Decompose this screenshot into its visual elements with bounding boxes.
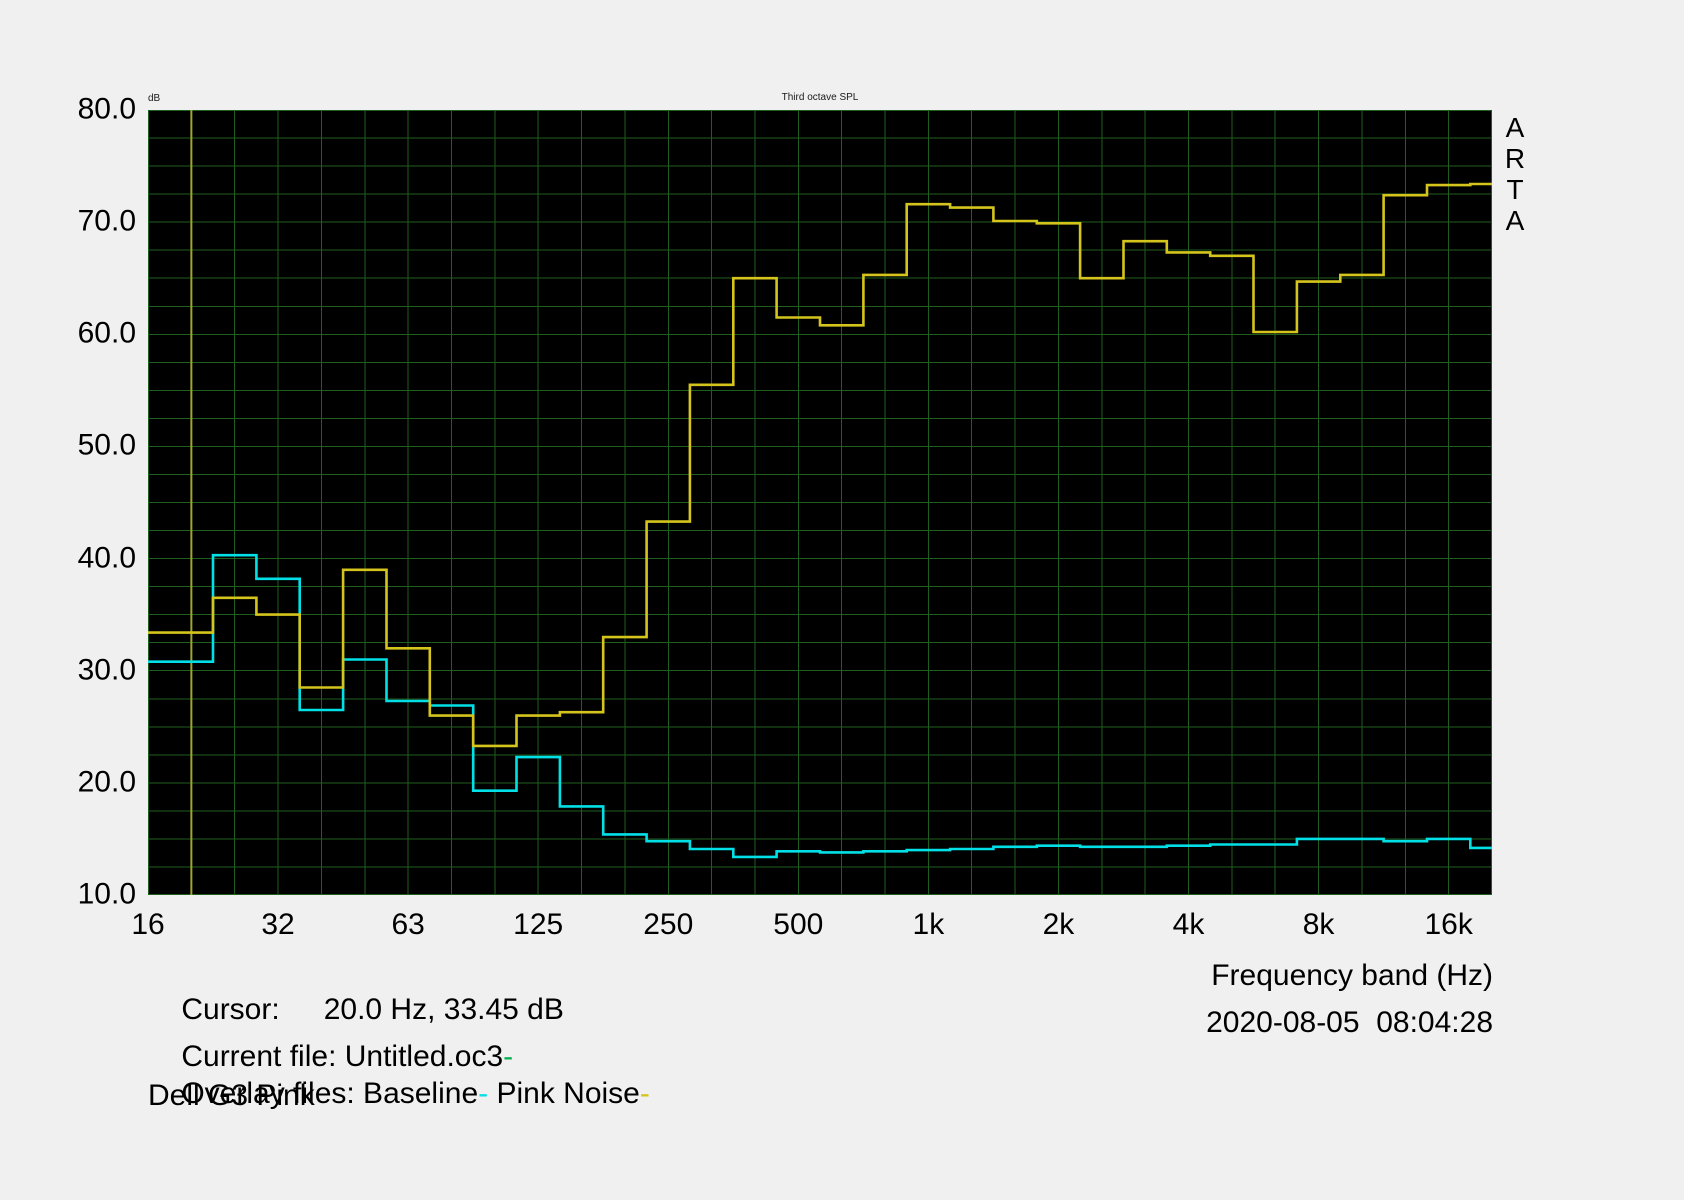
y-axis-unit-label: dB (148, 93, 161, 104)
x-axis-tick-label: 2k (1042, 908, 1075, 941)
x-axis-tick-label: 63 (391, 908, 425, 941)
measurement-datetime: 2020-08-05 08:04:28 (1206, 1006, 1493, 1039)
current-file-color-dash: - (503, 1040, 514, 1073)
overlay-baseline-text: Overlay files: Baseline (181, 1077, 479, 1110)
arta-brand-logo: A R T A (1499, 112, 1531, 236)
overlay-pink-noise-text: Pink Noise (488, 1077, 640, 1110)
y-axis-tick-label: 70.0 (77, 204, 136, 238)
y-axis-tick-label: 30.0 (77, 653, 136, 687)
arta-brand-letter: A (1505, 112, 1525, 143)
y-axis-tick-label: 80.0 (77, 92, 136, 126)
x-axis-tick-label: 1k (912, 908, 945, 941)
spl-plot-area[interactable] (148, 110, 1492, 895)
cursor-readout-label: Cursor: (181, 993, 280, 1026)
arta-brand-letter: T (1506, 174, 1524, 205)
x-axis-tick-label: 4k (1172, 908, 1205, 941)
x-axis-title: Frequency band (Hz) (1211, 959, 1493, 992)
x-axis-tick-label: 16k (1424, 908, 1473, 941)
series-baseline (148, 553, 1492, 859)
overlay-baseline-color-dash: - (478, 1077, 489, 1110)
y-axis-tick-label: 20.0 (77, 765, 136, 799)
series-pink-noise (148, 182, 1492, 748)
y-axis-tick-label: 50.0 (77, 428, 136, 462)
current-file-line: Current file: Untitled.oc3- (148, 1006, 513, 1108)
cursor-readout: Cursor: 20.0 Hz, 33.45 dB (148, 959, 564, 1061)
cursor-readout-value: 20.0 Hz, 33.45 dB (323, 993, 564, 1026)
overlay-files-line: Overlay files: Baseline- Pink Noise- (148, 1043, 650, 1145)
y-axis-tick-label: 10.0 (77, 877, 136, 911)
arta-brand-letter: R (1504, 143, 1526, 174)
overlay-pink-noise-color-dash: - (639, 1077, 650, 1110)
x-axis-tick-label: 8k (1302, 908, 1335, 941)
x-axis-tick-label: 125 (513, 908, 564, 941)
y-axis-tick-label: 40.0 (77, 540, 136, 574)
y-axis-tick-label: 60.0 (77, 316, 136, 350)
plot-title: Third octave SPL (781, 92, 859, 103)
overlay-dell-g3-pink-text: Dell G3 Pink (148, 1079, 315, 1112)
x-axis-tick-label: 16 (131, 908, 165, 941)
x-axis-tick-label: 250 (643, 908, 694, 941)
plot-border (148, 110, 1492, 895)
x-axis-tick-label: 500 (773, 908, 824, 941)
grid-lines (148, 110, 1492, 895)
current-file-text: Current file: Untitled.oc3 (181, 1040, 504, 1073)
arta-brand-letter: A (1505, 205, 1525, 236)
x-axis-tick-label: 32 (261, 908, 295, 941)
